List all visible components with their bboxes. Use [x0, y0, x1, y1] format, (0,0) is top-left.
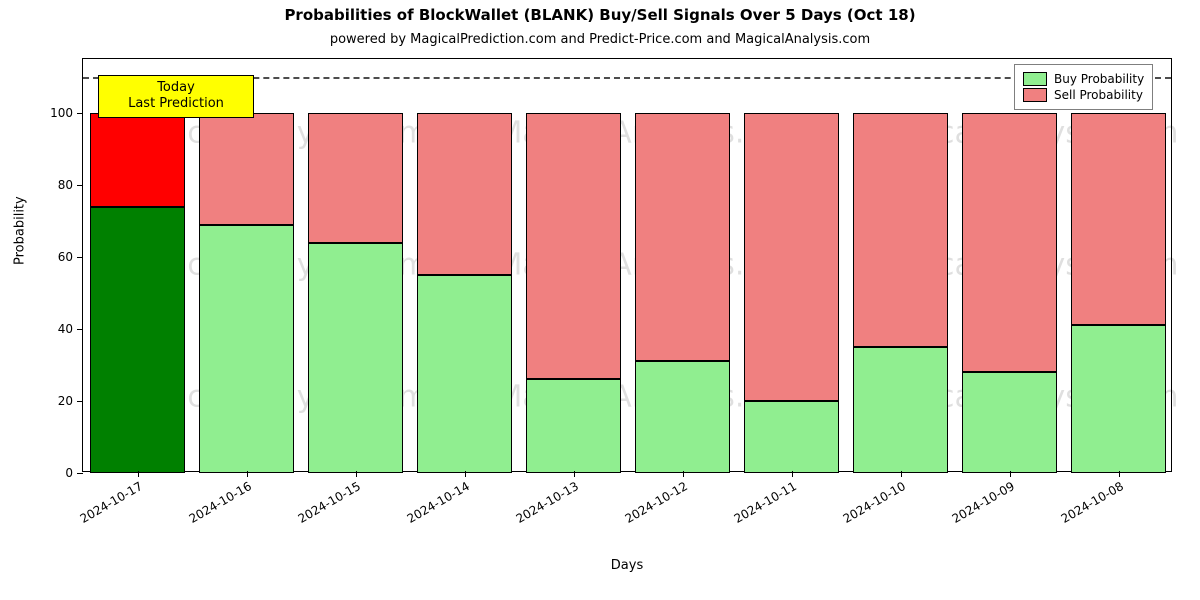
- x-tick-mark: [138, 471, 139, 477]
- x-tick-label: 2024-10-14: [404, 479, 471, 526]
- bar-buy: [635, 361, 731, 473]
- chart-subtitle: powered by MagicalPrediction.com and Pre…: [0, 32, 1200, 47]
- x-tick-label: 2024-10-13: [513, 479, 580, 526]
- y-tick-mark: [77, 473, 83, 474]
- x-tick-label: 2024-10-15: [295, 479, 362, 526]
- x-tick-label: 2024-10-12: [622, 479, 689, 526]
- legend-swatch: [1023, 72, 1047, 86]
- y-tick-mark: [77, 113, 83, 114]
- bar-buy: [962, 372, 1058, 473]
- x-tick-label: 2024-10-09: [949, 479, 1016, 526]
- x-tick-mark: [247, 471, 248, 477]
- x-tick-label: 2024-10-10: [840, 479, 907, 526]
- x-tick-mark: [901, 471, 902, 477]
- legend-item: Sell Probability: [1023, 88, 1144, 102]
- chart-title: Probabilities of BlockWallet (BLANK) Buy…: [0, 6, 1200, 24]
- y-tick-label: 80: [58, 178, 73, 192]
- bar-sell: [90, 113, 186, 207]
- x-tick-mark: [1010, 471, 1011, 477]
- x-tick-mark: [465, 471, 466, 477]
- y-tick-label: 100: [50, 106, 73, 120]
- bar-buy: [308, 243, 404, 473]
- bar-sell: [417, 113, 513, 275]
- bar-buy: [526, 379, 622, 473]
- x-tick-label: 2024-10-17: [77, 479, 144, 526]
- bar-buy: [417, 275, 513, 473]
- x-tick-label: 2024-10-16: [186, 479, 253, 526]
- bar-buy: [90, 207, 186, 473]
- y-tick-label: 60: [58, 250, 73, 264]
- y-tick-mark: [77, 401, 83, 402]
- x-tick-mark: [1119, 471, 1120, 477]
- y-tick-mark: [77, 329, 83, 330]
- annotation-line2: Last Prediction: [109, 96, 243, 112]
- today-annotation: Today Last Prediction: [98, 75, 254, 118]
- x-tick-mark: [792, 471, 793, 477]
- plot-area: MagicalAnalysis.comMagicalAnalysis.comMa…: [82, 58, 1172, 472]
- legend: Buy Probability Sell Probability: [1014, 64, 1153, 110]
- bar-buy: [1071, 325, 1167, 473]
- chart-container: Probabilities of BlockWallet (BLANK) Buy…: [0, 0, 1200, 600]
- x-tick-label: 2024-10-08: [1058, 479, 1125, 526]
- bar-buy: [744, 401, 840, 473]
- y-tick-mark: [77, 185, 83, 186]
- x-axis-label: Days: [611, 558, 643, 573]
- y-tick-label: 0: [65, 466, 73, 480]
- bar-sell: [526, 113, 622, 379]
- bar-sell: [308, 113, 404, 243]
- annotation-line1: Today: [109, 80, 243, 96]
- bar-buy: [853, 347, 949, 473]
- y-tick-label: 40: [58, 322, 73, 336]
- bar-buy: [199, 225, 295, 473]
- bar-sell: [635, 113, 731, 361]
- legend-label: Sell Probability: [1054, 88, 1143, 102]
- x-tick-mark: [356, 471, 357, 477]
- y-tick-label: 20: [58, 394, 73, 408]
- x-tick-mark: [683, 471, 684, 477]
- y-tick-mark: [77, 257, 83, 258]
- bar-sell: [962, 113, 1058, 372]
- bar-sell: [744, 113, 840, 401]
- x-tick-mark: [574, 471, 575, 477]
- legend-item: Buy Probability: [1023, 72, 1144, 86]
- x-tick-label: 2024-10-11: [731, 479, 798, 526]
- bar-sell: [1071, 113, 1167, 325]
- bar-sell: [199, 113, 295, 225]
- legend-swatch: [1023, 88, 1047, 102]
- bar-sell: [853, 113, 949, 347]
- legend-label: Buy Probability: [1054, 72, 1144, 86]
